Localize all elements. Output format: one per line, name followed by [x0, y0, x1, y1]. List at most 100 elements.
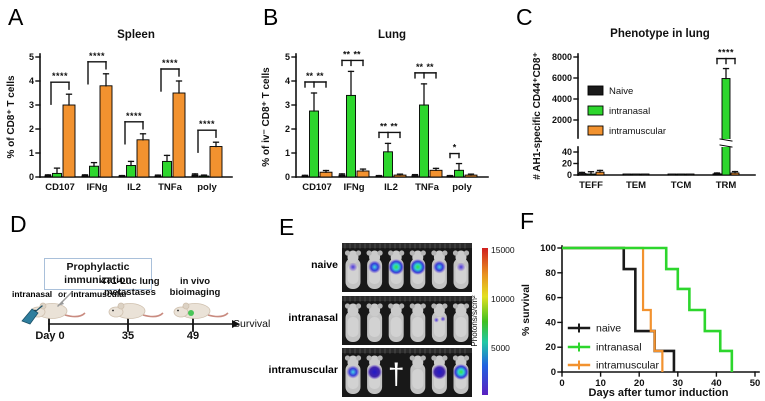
svg-text:IFNg: IFNg: [86, 182, 107, 193]
mouse-naive-6: [452, 250, 470, 289]
svg-text:TEFF: TEFF: [579, 180, 603, 191]
svg-text:Photons/s/cm²: Photons/s/cm²: [470, 295, 479, 346]
mouse-intranasal-6: [452, 303, 470, 342]
route-or-label: or: [58, 289, 67, 299]
panel-b-letter: B: [263, 4, 279, 30]
svg-text:8000: 8000: [552, 52, 572, 62]
svg-text:IL2: IL2: [384, 182, 398, 193]
svg-text:poly: poly: [452, 182, 472, 193]
svg-text:naive: naive: [596, 323, 621, 335]
survival-curve-intranasal: [562, 246, 734, 372]
legend-swatch-intranasal: [587, 105, 604, 116]
svg-text:**: **: [343, 49, 351, 59]
svg-text:0: 0: [567, 170, 572, 180]
svg-text:5000: 5000: [491, 343, 510, 353]
bar-CD107-intramuscular: [319, 171, 333, 178]
svg-text:0: 0: [551, 367, 556, 378]
svg-text:% of CD8⁺ T cells: % of CD8⁺ T cells: [6, 75, 17, 159]
bioimaging-annotation: in vivo bioimaging: [169, 276, 221, 299]
bar-poly-intramuscular: [209, 146, 223, 178]
bar-TNFa-intramuscular: [429, 169, 443, 178]
svg-text:0: 0: [29, 172, 34, 182]
bar-IFNg-intramuscular: [356, 170, 370, 178]
immunization-box: Prophylactic immunization: [44, 258, 152, 291]
svg-text:**: **: [416, 62, 424, 72]
svg-text:Naive: Naive: [609, 86, 633, 97]
immunization-box-line2: immunization: [64, 274, 132, 287]
svg-text:**: **: [390, 121, 398, 131]
bar-IFNg-intranasal: [89, 165, 99, 178]
svg-text:0: 0: [559, 378, 564, 389]
phenotype-bar-chart: Phenotype in lung # AH1-specific CD44⁺CD8…: [532, 28, 756, 191]
svg-text:intranasal: intranasal: [609, 106, 650, 117]
svg-text:CD107: CD107: [45, 182, 75, 193]
panel-d-letter: D: [10, 211, 27, 237]
svg-text:intranasal: intranasal: [596, 342, 642, 354]
svg-text:TCM: TCM: [671, 180, 692, 191]
mouse-intranasal-2: [366, 303, 383, 342]
svg-text:60: 60: [545, 293, 556, 304]
svg-text:4000: 4000: [552, 94, 572, 104]
bar-poly-intranasal: [454, 169, 464, 178]
mouse-intranasal-4: [409, 303, 426, 342]
mouse-naive-1: [344, 250, 362, 289]
svg-text:****: ****: [89, 51, 105, 61]
bar-TNFa-intranasal: [162, 160, 172, 178]
svg-text:poly: poly: [197, 182, 217, 193]
svg-text:Days after tumor induction: Days after tumor induction: [589, 387, 729, 399]
mouse-intramuscular-2: [366, 355, 383, 394]
svg-text:****: ****: [52, 71, 68, 81]
svg-text:****: ****: [199, 119, 215, 129]
svg-text:2: 2: [285, 124, 290, 134]
mouse-intranasal-1: [344, 303, 362, 342]
svg-text:1: 1: [285, 148, 290, 158]
svg-text:TNFa: TNFa: [415, 182, 439, 193]
svg-text:intramuscular: intramuscular: [596, 360, 660, 372]
timeline-panel: Prophylactic immunization intranasal or …: [0, 200, 270, 401]
svg-text:50: 50: [750, 378, 761, 389]
svg-text:15000: 15000: [491, 245, 515, 255]
svg-text:2: 2: [29, 124, 34, 134]
legend-swatch-Naive: [587, 85, 604, 96]
svg-text:% survival: % survival: [520, 284, 532, 336]
svg-text:****: ****: [718, 48, 734, 58]
svg-text:30: 30: [673, 378, 684, 389]
svg-text:4: 4: [285, 76, 290, 86]
svg-text:1: 1: [29, 148, 34, 158]
svg-text:% of iv⁻ CD8⁺ T cells: % of iv⁻ CD8⁺ T cells: [261, 67, 272, 167]
mouse-naive-5: [431, 250, 448, 289]
bioimaging-panel: † 15000 10000 5000 Photons/s/cm² naive intra…: [265, 200, 515, 401]
bar-TNFa-intranasal: [419, 104, 429, 178]
mouse-intramuscular-1: [344, 355, 362, 394]
survival-line-chart: Days after tumor induction % survival 0 10 2…: [520, 243, 761, 399]
svg-text:3: 3: [29, 100, 34, 110]
mouse-intranasal-5: [431, 303, 448, 342]
svg-text:10: 10: [595, 378, 606, 389]
mouse-naive-4: [409, 250, 426, 289]
svg-text:intramuscular: intramuscular: [609, 126, 666, 137]
svg-text:40: 40: [711, 378, 722, 389]
bar-IFNg-intranasal: [346, 94, 356, 178]
svg-text:TNFa: TNFa: [158, 182, 182, 193]
day49-label: 49: [186, 330, 200, 342]
photon-scale-bar: [482, 248, 488, 395]
svg-text:Phenotype in lung: Phenotype in lung: [610, 28, 710, 40]
svg-text:IFNg: IFNg: [343, 182, 364, 193]
svg-text:Spleen: Spleen: [117, 29, 155, 41]
svg-text:3: 3: [285, 100, 290, 110]
svg-text:2000: 2000: [552, 115, 572, 125]
svg-text:IL2: IL2: [127, 182, 141, 193]
day0-label: Day 0: [35, 330, 65, 342]
spleen-bar-chart: Spleen % of CD8⁺ T cells 0 1 2 3 4 5 CD107 **** IF…: [6, 29, 233, 193]
row-label-naive: naive: [311, 259, 338, 271]
panel-a-letter: A: [8, 4, 24, 30]
imaging-row-intramuscular: †: [342, 348, 472, 397]
svg-text:5: 5: [285, 52, 290, 62]
svg-text:**: **: [426, 62, 434, 72]
svg-text:**: **: [316, 71, 324, 81]
svg-text:4: 4: [29, 76, 34, 86]
mouse-naive-2: [366, 250, 383, 289]
bar-TRM-intranasal: [721, 78, 731, 176]
